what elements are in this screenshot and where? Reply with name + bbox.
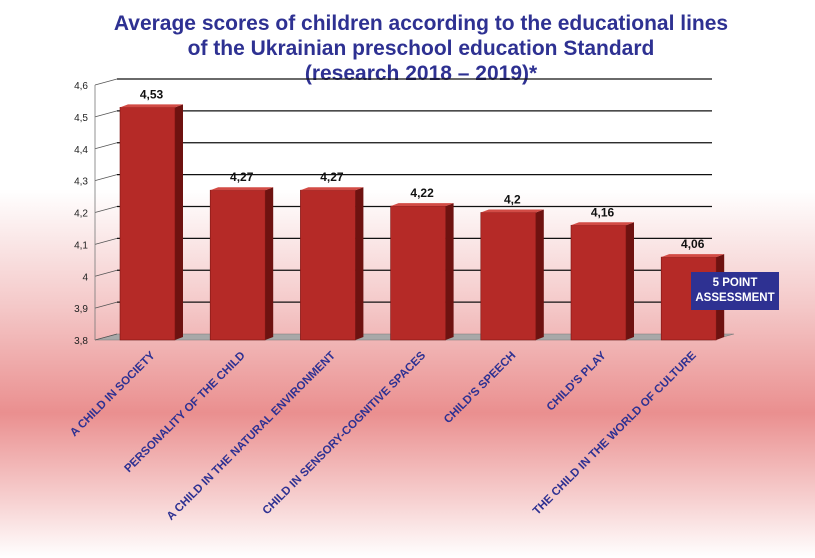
bar-side bbox=[175, 104, 183, 340]
bar-top bbox=[120, 104, 183, 108]
bar-side bbox=[265, 187, 274, 340]
bar-top bbox=[210, 187, 274, 191]
y-tick-label: 4,6 bbox=[74, 81, 88, 92]
bar bbox=[390, 203, 454, 341]
bar-top bbox=[300, 187, 364, 191]
y-tick-label: 4,1 bbox=[74, 240, 88, 251]
data-label: 4,27 bbox=[230, 170, 254, 184]
tick-mark bbox=[94, 174, 118, 182]
bar-front bbox=[480, 212, 537, 341]
tick-mark bbox=[94, 110, 118, 118]
tick-mark bbox=[94, 237, 118, 245]
bar bbox=[480, 209, 544, 341]
data-labels: 4,53 4,27 4,27 4,22 4,2 4,16 4,06 bbox=[140, 87, 705, 251]
bar-side bbox=[626, 222, 634, 340]
y-tick-label: 3,9 bbox=[74, 304, 88, 315]
y-tick-label: 4,3 bbox=[74, 177, 88, 188]
bar bbox=[300, 187, 364, 341]
bar-front bbox=[390, 205, 446, 341]
data-label: 4,27 bbox=[320, 170, 344, 184]
tick-mark bbox=[94, 78, 118, 86]
assessment-note: 5 POINT ASSESSMENT bbox=[691, 272, 779, 310]
data-label: 4,22 bbox=[410, 186, 434, 200]
chart-title-line-1: Average scores of children according to … bbox=[114, 12, 728, 35]
bar-top bbox=[390, 203, 454, 207]
bar-side bbox=[535, 209, 544, 340]
bars bbox=[119, 104, 725, 341]
chart-title-line-3: (research 2018 – 2019)* bbox=[305, 62, 538, 85]
bar bbox=[209, 187, 274, 341]
y-tick-label: 4,2 bbox=[74, 209, 88, 220]
bar bbox=[119, 104, 183, 341]
bar-top bbox=[571, 222, 634, 226]
bar-side bbox=[445, 203, 454, 340]
bar-front bbox=[119, 107, 176, 341]
bar-front bbox=[209, 189, 266, 341]
data-label: 4,06 bbox=[681, 237, 705, 251]
tick-mark bbox=[94, 333, 118, 341]
tick-mark bbox=[94, 269, 118, 277]
bar-top bbox=[480, 209, 544, 213]
assessment-note-line-1: 5 POINT bbox=[712, 277, 758, 289]
data-label: 4,2 bbox=[504, 193, 521, 207]
y-tick-label: 4,5 bbox=[74, 113, 88, 124]
tick-mark bbox=[94, 301, 118, 309]
bar-front bbox=[300, 189, 356, 341]
y-tick-label: 3,8 bbox=[74, 336, 88, 347]
assessment-note-line-2: ASSESSMENT bbox=[695, 292, 775, 304]
data-label: 4,53 bbox=[140, 87, 164, 101]
bar-top bbox=[661, 254, 725, 258]
y-tick-label: 4,4 bbox=[74, 145, 88, 156]
bar-front bbox=[570, 224, 627, 341]
y-tick-label: 4 bbox=[82, 272, 88, 283]
data-label: 4,16 bbox=[591, 205, 615, 219]
bar-side bbox=[355, 187, 364, 340]
tick-mark bbox=[94, 206, 118, 213]
bar bbox=[570, 222, 634, 341]
tick-mark bbox=[94, 142, 118, 150]
chart-title-line-2: of the Ukrainian preschool education Sta… bbox=[188, 37, 655, 60]
